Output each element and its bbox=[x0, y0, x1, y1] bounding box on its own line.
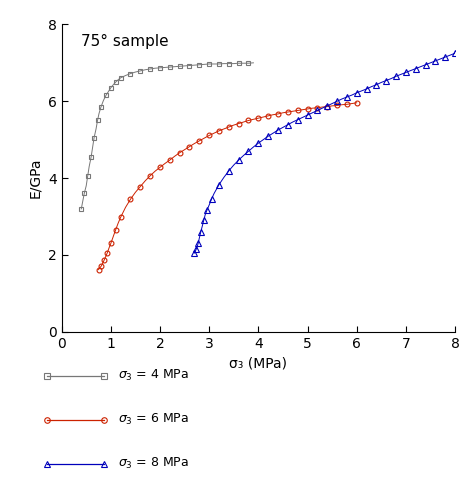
$\sigma_3$ = 4 MPa bbox=[201, 61, 207, 67]
$\sigma_3$ = 6 MPa bbox=[162, 161, 168, 166]
$\sigma_3$ = 4 MPa bbox=[96, 111, 102, 117]
$\sigma_3$ = 6 MPa bbox=[216, 128, 222, 134]
$\sigma_3$ = 4 MPa bbox=[157, 65, 163, 71]
$\sigma_3$ = 4 MPa bbox=[177, 63, 182, 69]
Y-axis label: E/GPa: E/GPa bbox=[28, 158, 42, 198]
$\sigma_3$ = 4 MPa bbox=[78, 206, 84, 212]
$\sigma_3$ = 8 MPa bbox=[231, 162, 237, 168]
$\sigma_3$ = 4 MPa bbox=[133, 69, 138, 75]
$\sigma_3$ = 4 MPa bbox=[187, 62, 192, 68]
$\sigma_3$ = 4 MPa bbox=[142, 67, 148, 73]
$\sigma_3$ = 4 MPa bbox=[110, 82, 116, 88]
$\sigma_3$ = 4 MPa bbox=[91, 135, 97, 141]
Text: $\sigma_3$ = 6 MPa: $\sigma_3$ = 6 MPa bbox=[118, 412, 190, 427]
Text: $\sigma_3$ = 4 MPa: $\sigma_3$ = 4 MPa bbox=[118, 368, 190, 383]
$\sigma_3$ = 4 MPa bbox=[85, 173, 91, 179]
$\sigma_3$ = 4 MPa bbox=[152, 65, 158, 71]
$\sigma_3$ = 8 MPa bbox=[290, 119, 296, 125]
$\sigma_3$ = 6 MPa bbox=[128, 196, 133, 202]
$\sigma_3$ = 4 MPa bbox=[115, 77, 121, 82]
$\sigma_3$ = 8 MPa bbox=[452, 50, 458, 56]
$\sigma_3$ = 4 MPa bbox=[118, 75, 123, 81]
$\sigma_3$ = 8 MPa bbox=[359, 88, 365, 94]
$\sigma_3$ = 4 MPa bbox=[123, 73, 128, 79]
Text: 75° sample: 75° sample bbox=[82, 34, 169, 49]
$\sigma_3$ = 4 MPa bbox=[226, 61, 232, 66]
Line: $\sigma_3$ = 6 MPa: $\sigma_3$ = 6 MPa bbox=[96, 101, 359, 272]
$\sigma_3$ = 4 MPa bbox=[106, 89, 111, 95]
$\sigma_3$ = 4 MPa bbox=[95, 118, 100, 123]
$\sigma_3$ = 4 MPa bbox=[128, 71, 133, 77]
$\sigma_3$ = 4 MPa bbox=[113, 79, 118, 85]
$\sigma_3$ = 4 MPa bbox=[98, 104, 104, 110]
$\sigma_3$ = 4 MPa bbox=[80, 198, 86, 204]
$\sigma_3$ = 4 MPa bbox=[241, 61, 246, 66]
$\sigma_3$ = 4 MPa bbox=[88, 154, 94, 160]
$\sigma_3$ = 8 MPa bbox=[300, 115, 305, 121]
$\sigma_3$ = 4 MPa bbox=[221, 61, 227, 66]
$\sigma_3$ = 6 MPa bbox=[354, 100, 359, 106]
Text: $\sigma_3$ = 8 MPa: $\sigma_3$ = 8 MPa bbox=[118, 456, 190, 471]
$\sigma_3$ = 6 MPa bbox=[314, 105, 320, 111]
$\sigma_3$ = 8 MPa bbox=[191, 250, 197, 256]
$\sigma_3$ = 4 MPa bbox=[182, 63, 187, 69]
$\sigma_3$ = 4 MPa bbox=[216, 61, 222, 67]
$\sigma_3$ = 6 MPa bbox=[96, 266, 101, 272]
$\sigma_3$ = 4 MPa bbox=[90, 144, 95, 150]
$\sigma_3$ = 4 MPa bbox=[82, 190, 87, 196]
$\sigma_3$ = 4 MPa bbox=[137, 68, 143, 74]
$\sigma_3$ = 4 MPa bbox=[86, 163, 92, 169]
$\sigma_3$ = 4 MPa bbox=[162, 64, 168, 70]
$\sigma_3$ = 4 MPa bbox=[246, 61, 251, 66]
$\sigma_3$ = 4 MPa bbox=[231, 61, 237, 66]
$\sigma_3$ = 4 MPa bbox=[211, 61, 217, 67]
Line: $\sigma_3$ = 8 MPa: $\sigma_3$ = 8 MPa bbox=[191, 50, 458, 256]
X-axis label: σ₃ (MPa): σ₃ (MPa) bbox=[229, 356, 287, 370]
$\sigma_3$ = 4 MPa bbox=[206, 61, 212, 67]
$\sigma_3$ = 4 MPa bbox=[83, 183, 89, 189]
Line: $\sigma_3$ = 4 MPa: $\sigma_3$ = 4 MPa bbox=[79, 61, 256, 211]
$\sigma_3$ = 4 MPa bbox=[103, 93, 109, 99]
$\sigma_3$ = 8 MPa bbox=[447, 52, 453, 58]
$\sigma_3$ = 6 MPa bbox=[118, 214, 123, 220]
$\sigma_3$ = 4 MPa bbox=[251, 60, 256, 66]
$\sigma_3$ = 4 MPa bbox=[172, 64, 178, 70]
$\sigma_3$ = 6 MPa bbox=[236, 121, 241, 126]
$\sigma_3$ = 4 MPa bbox=[108, 85, 114, 91]
$\sigma_3$ = 4 MPa bbox=[191, 62, 197, 68]
$\sigma_3$ = 4 MPa bbox=[93, 126, 99, 132]
$\sigma_3$ = 4 MPa bbox=[196, 62, 202, 68]
$\sigma_3$ = 4 MPa bbox=[236, 61, 241, 66]
$\sigma_3$ = 4 MPa bbox=[147, 66, 153, 72]
$\sigma_3$ = 4 MPa bbox=[167, 64, 173, 70]
$\sigma_3$ = 8 MPa bbox=[241, 153, 246, 159]
$\sigma_3$ = 4 MPa bbox=[100, 98, 106, 103]
